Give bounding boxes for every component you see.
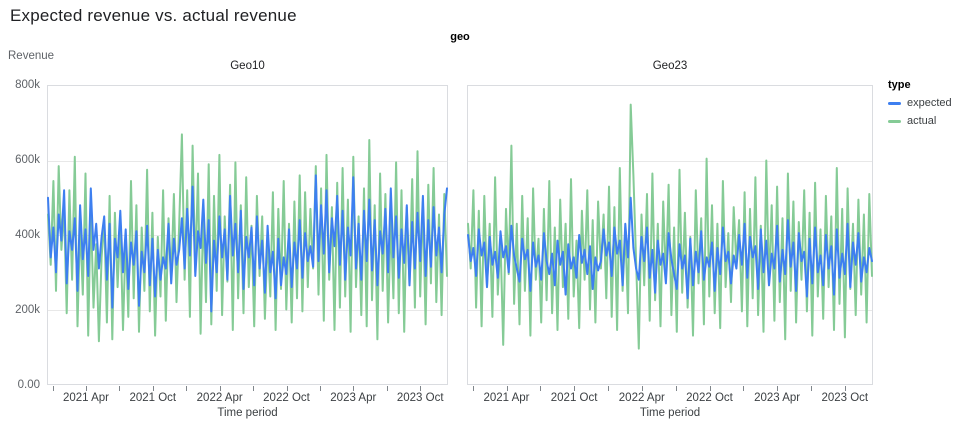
x-tick-mark <box>319 386 321 391</box>
x-tick-mark <box>811 386 812 391</box>
x-tick-mark <box>777 386 779 391</box>
x-tick-mark <box>540 386 542 391</box>
x-axis-title: Time period <box>639 407 701 419</box>
x-tick-mark <box>152 386 154 391</box>
x-tick-mark <box>420 386 422 391</box>
x-tick-mark <box>641 386 643 391</box>
x-tick-mark <box>186 386 188 391</box>
x-tick-mark <box>608 386 609 391</box>
y-tick-label: 0.00 <box>17 379 40 391</box>
x-tick-label: 2022 Oct <box>263 392 310 404</box>
y-tick-label: 600k <box>15 154 40 166</box>
legend-item-expected[interactable]: expected <box>888 97 952 110</box>
x-tick-label: 2021 Oct <box>550 392 598 404</box>
x-tick-label: 2023 Oct <box>821 392 869 404</box>
x-axis-geo10: Time period 2021 Apr 2021 Oct 2022 Apr 2022… <box>47 386 448 424</box>
x-tick-mark <box>52 386 54 391</box>
actual-series-swatch-icon <box>888 120 901 123</box>
x-axis-geo23: Time period 2021 Apr 2021 Oct 2022 Apr 2022… <box>467 386 873 424</box>
line-chart-geo10[interactable] <box>47 85 448 385</box>
legend-title: type <box>888 79 911 91</box>
x-tick-mark <box>86 386 87 391</box>
x-tick-mark <box>353 386 355 391</box>
x-tick-mark <box>675 386 677 391</box>
series-lines <box>47 133 448 343</box>
x-tick-mark <box>286 386 288 391</box>
legend: type expected actual <box>888 79 952 133</box>
x-tick-label: 2023 Oct <box>396 392 444 404</box>
x-tick-label: 2022 Apr <box>618 392 665 404</box>
actual-line <box>467 103 873 350</box>
expected-series-swatch-icon <box>888 102 901 105</box>
x-tick-mark <box>574 386 576 391</box>
facet-title-geo10: Geo10 <box>230 60 265 72</box>
expected-line <box>467 196 873 300</box>
x-tick-mark <box>743 386 745 391</box>
gridline <box>48 160 447 162</box>
x-tick-mark <box>506 386 508 391</box>
x-tick-mark <box>472 386 474 391</box>
x-tick-label: 2021 Apr <box>62 392 110 404</box>
x-axis-title: Time period <box>217 407 278 419</box>
expected-line <box>47 174 448 313</box>
series-lines <box>467 103 873 350</box>
x-tick-label: 2021 Apr <box>483 392 530 404</box>
legend-item-actual[interactable]: actual <box>888 115 952 128</box>
x-tick-label: 2023 Apr <box>330 392 377 404</box>
facet-field-label: geo <box>450 31 470 43</box>
x-tick-label: 2022 Apr <box>196 392 243 404</box>
gridline <box>468 309 872 311</box>
x-tick-mark <box>253 386 255 391</box>
x-tick-label: 2023 Apr <box>754 392 801 404</box>
x-tick-mark <box>119 386 121 391</box>
gridline <box>468 160 872 162</box>
x-tick-mark <box>219 386 221 391</box>
y-tick-label: 800k <box>15 79 40 91</box>
facet-title-geo23: Geo23 <box>652 60 688 72</box>
line-chart-geo23[interactable] <box>467 85 873 385</box>
y-axis-title: Revenue <box>8 50 55 62</box>
y-tick-label: 400k <box>15 229 40 241</box>
x-tick-label: 2021 Oct <box>129 392 177 404</box>
gridline <box>48 309 447 311</box>
x-tick-mark <box>386 386 388 391</box>
x-tick-label: 2022 Oct <box>686 392 733 404</box>
actual-line <box>47 133 448 343</box>
legend-item-label: actual <box>907 115 937 127</box>
x-tick-mark <box>844 386 846 391</box>
x-tick-mark <box>709 386 711 391</box>
page-title: Expected revenue vs. actual revenue <box>10 6 297 25</box>
y-tick-label: 200k <box>15 304 40 316</box>
legend-item-label: expected <box>907 97 952 109</box>
